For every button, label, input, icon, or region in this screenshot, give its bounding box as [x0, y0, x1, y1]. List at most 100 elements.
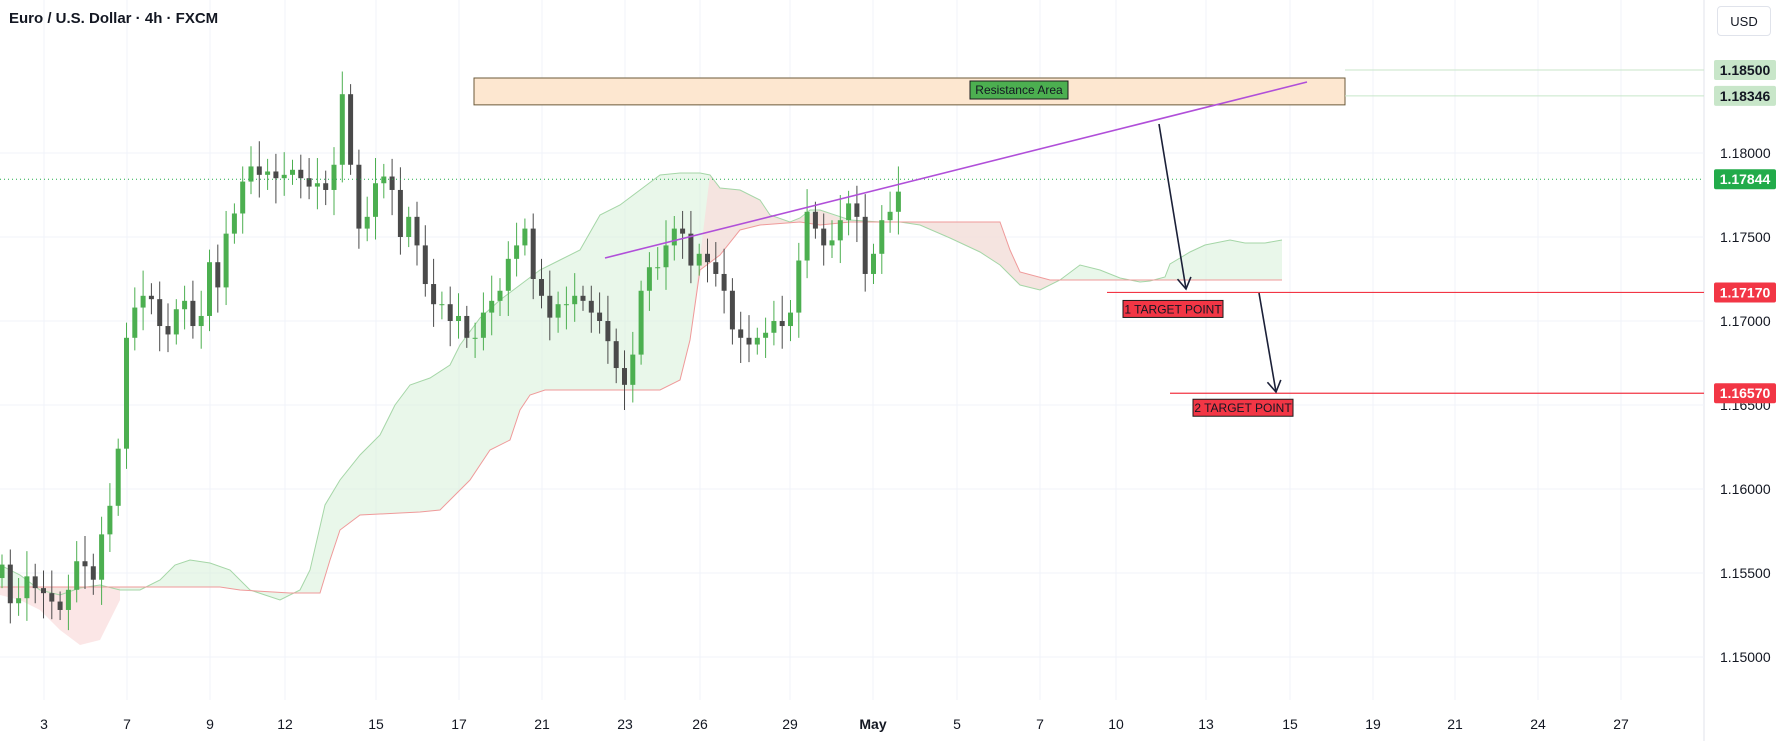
candle-body	[339, 94, 345, 165]
x-tick-label: 26	[692, 716, 708, 732]
candle	[530, 213, 536, 300]
time-axis[interactable]: 3 7 9 12 15 17 21 23 26 29 May 5 7 10 13 15 19 21 24 27	[40, 716, 1629, 732]
currency-button[interactable]: USD	[1717, 6, 1771, 36]
candle	[812, 201, 818, 239]
resistance-zone[interactable]	[473, 77, 1346, 106]
candle	[356, 149, 362, 249]
leading-span-a	[0, 172, 1283, 601]
candle-body	[16, 598, 22, 604]
candle-body	[480, 312, 486, 338]
candle-body	[854, 203, 860, 217]
candle	[24, 551, 30, 621]
candle-body	[140, 295, 146, 308]
candle-body	[539, 279, 544, 296]
candle-body	[65, 589, 71, 610]
candle	[273, 153, 279, 204]
candle	[622, 350, 627, 411]
candle	[489, 275, 495, 336]
candle	[265, 158, 271, 190]
candle-body	[323, 183, 329, 190]
candle-body	[746, 337, 752, 345]
candle-body	[165, 326, 171, 335]
arrow-to-target-2	[1258, 292, 1282, 394]
candle-body	[107, 505, 113, 535]
candle-body	[373, 183, 378, 217]
candle-body	[472, 337, 478, 339]
y-tick-label: 1.17000	[1720, 313, 1771, 329]
candle-body	[713, 262, 719, 274]
resistance-label: Resistance Area	[975, 83, 1063, 97]
candle-body	[431, 284, 437, 305]
candle	[7, 549, 13, 624]
candle-body	[696, 253, 702, 266]
target-2-box	[1192, 398, 1294, 417]
y-tick-label: 1.18000	[1720, 145, 1771, 161]
projection-arrows	[1158, 123, 1282, 394]
candle	[389, 158, 395, 216]
candle	[223, 210, 229, 306]
candle	[431, 258, 437, 327]
x-tick-label: 13	[1198, 716, 1214, 732]
candle	[414, 201, 420, 266]
candle	[555, 291, 561, 333]
price-label-box	[1714, 169, 1776, 190]
candle	[497, 278, 503, 316]
candle-body	[796, 260, 802, 313]
candle-body	[348, 94, 354, 165]
y-tick-label: 1.16000	[1720, 481, 1771, 497]
candle-body	[57, 601, 63, 610]
candle-body	[555, 304, 561, 318]
candle	[165, 303, 171, 353]
candle-body	[215, 262, 221, 288]
candle-body	[0, 564, 5, 579]
candle-body	[148, 295, 154, 300]
candle	[837, 195, 843, 264]
x-tick-label: 24	[1530, 716, 1546, 732]
resistance-area: Resistance Area	[473, 77, 1346, 106]
candle-body	[82, 561, 88, 567]
candle-body	[497, 290, 503, 301]
x-tick-label: 7	[1036, 716, 1044, 732]
candle	[597, 292, 603, 334]
candle	[771, 300, 777, 346]
price-label-text: 1.17170	[1720, 284, 1771, 300]
candle	[688, 210, 694, 284]
candle-body	[32, 576, 38, 589]
candle-body	[605, 321, 611, 342]
candle	[862, 194, 868, 292]
x-tick-label: May	[859, 716, 886, 732]
candle	[41, 570, 46, 619]
price-axis[interactable]: 1.150001.155001.160001.165001.170001.175…	[1720, 145, 1771, 665]
candle-body	[173, 309, 179, 335]
candle-body	[447, 304, 453, 321]
candle	[663, 220, 669, 290]
x-tick-label: 3	[40, 716, 48, 732]
candle	[505, 241, 511, 316]
candle	[323, 170, 329, 206]
price-label-box	[1714, 85, 1776, 106]
candle-body	[74, 561, 80, 590]
x-tick-label: 23	[617, 716, 633, 732]
candle	[74, 541, 80, 603]
candle	[879, 205, 885, 274]
target-2-label: 2 TARGET POINT	[1194, 401, 1292, 415]
horizontal-levels	[0, 69, 1704, 394]
candle	[447, 286, 453, 347]
candle	[182, 285, 188, 330]
x-tick-label: 29	[782, 716, 798, 732]
candle-body	[290, 169, 295, 175]
candle	[887, 191, 893, 233]
candle	[713, 242, 719, 287]
candle	[157, 281, 163, 352]
candle-body	[738, 329, 744, 338]
candle-body	[871, 253, 876, 274]
candle-body	[256, 166, 262, 175]
candle	[339, 71, 345, 183]
candle	[738, 311, 744, 363]
candle	[173, 299, 179, 345]
rising-trendline[interactable]	[604, 81, 1308, 259]
candle-body	[207, 262, 212, 316]
candle-body	[41, 588, 46, 594]
candle-body	[613, 341, 619, 369]
